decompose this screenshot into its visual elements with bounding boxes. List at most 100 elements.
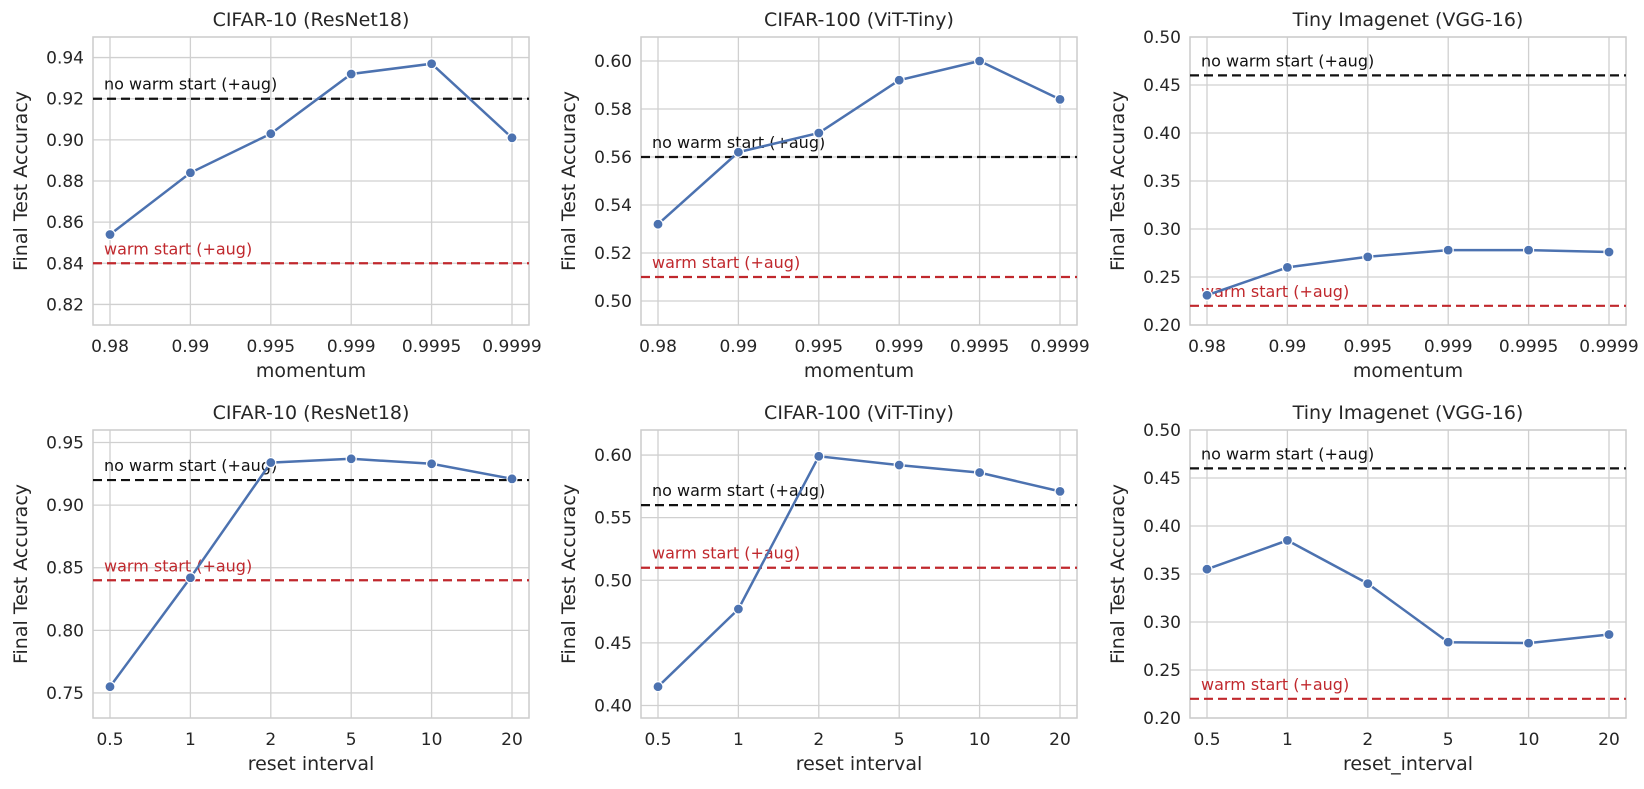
x-tick-label: 5 [346,730,357,750]
y-tick-label: 0.45 [594,634,632,654]
y-tick-label: 0.88 [46,172,84,192]
y-tick-label: 0.40 [1143,124,1181,144]
data-point [426,58,438,70]
warm-start-label: warm start (+aug) [652,544,800,563]
y-tick-label: 0.80 [46,621,84,641]
warm-start-label: warm start (+aug) [1201,675,1349,694]
no-warm-start-label: no warm start (+aug) [104,456,277,475]
plot-frame [1189,36,1627,326]
y-axis-label: Final Test Accuracy [558,484,580,664]
x-tick-label: 1 [733,730,744,750]
y-tick-label: 0.25 [1143,661,1181,681]
x-tick-label: 0.5 [1193,730,1220,750]
y-axis-label: Final Test Accuracy [1107,484,1129,664]
x-tick-label: 10 [421,730,443,750]
chart-panel-1: 0.82 0.84 0.86 0.88 0.90 0.92 0.94 0.98 0.99 0.99… [10,9,542,382]
plot-frame [92,36,530,326]
x-tick-label: 10 [969,730,991,750]
plot-frame [640,429,1078,719]
x-tick-label: 0.99 [1268,337,1306,357]
data-point [1603,628,1615,641]
no-warm-start-label: no warm start (+aug) [104,75,277,94]
data-point [1442,636,1454,648]
y-tick-label: 0.60 [594,446,632,466]
x-tick-label: 0.995 [246,337,295,357]
x-axis-label: momentum [256,360,366,382]
no-warm-start-label: no warm start (+aug) [1201,444,1374,463]
chart-title: CIFAR-100 (ViT-Tiny) [764,402,954,424]
plot-frame [1189,429,1627,719]
chart-panel-3: 0.20 0.25 0.30 0.35 0.40 0.45 0.50 0.98 0.99 0.99… [1107,9,1639,382]
y-tick-label: 0.50 [594,571,632,591]
x-tick-label: 0.9995 [402,337,461,357]
x-tick-label: 1 [185,730,196,750]
x-tick-label: 0.9999 [1030,337,1089,357]
y-tick-label: 0.20 [1143,316,1181,336]
chart-title: Tiny Imagenet (VGG-16) [1292,402,1524,424]
y-tick-label: 0.52 [594,244,632,264]
y-axis-label: Final Test Accuracy [10,91,32,271]
x-axis-label: reset interval [796,753,923,775]
data-point [973,466,986,479]
chart-title: CIFAR-100 (ViT-Tiny) [764,9,954,31]
data-point [345,68,357,80]
chart-title: CIFAR-10 (ResNet18) [213,402,410,424]
chart-panel-4: 0.75 0.80 0.85 0.90 0.95 0.5 1 2 5 10 20 no warm st… [10,402,530,775]
no-warm-start-label: no warm start (+aug) [652,481,825,500]
y-tick-label: 0.45 [1143,76,1181,96]
data-point [652,218,664,230]
x-tick-label: 0.98 [639,337,677,357]
x-tick-label: 0.5 [96,730,123,750]
x-tick-label: 2 [265,730,276,750]
data-point [506,473,518,485]
data-point [1362,577,1374,590]
y-tick-label: 0.85 [46,559,84,579]
chart-title: CIFAR-10 (ResNet18) [213,9,410,31]
data-point [1522,244,1535,256]
series-line [657,454,1061,688]
y-tick-label: 0.90 [46,131,84,151]
x-tick-label: 0.98 [91,337,129,357]
warm-start-label: warm start (+aug) [1201,282,1349,301]
y-tick-label: 0.45 [1143,469,1181,489]
series-line [1206,539,1610,645]
data-point [265,456,277,469]
y-tick-label: 0.40 [1143,517,1181,537]
x-axis-label: reset interval [248,753,375,775]
x-axis-label: momentum [804,360,914,382]
data-point [1522,637,1535,649]
data-point [1201,289,1213,301]
y-tick-label: 0.50 [594,292,632,312]
x-tick-label: 0.9995 [950,337,1009,357]
y-tick-label: 0.94 [46,49,84,69]
y-tick-label: 0.55 [594,509,632,529]
x-axis-label: reset_interval [1343,753,1473,775]
data-point [265,128,277,140]
y-axis-label: Final Test Accuracy [558,91,580,271]
x-tick-label: 0.5 [644,730,671,750]
no-warm-start-label: no warm start (+aug) [652,133,825,152]
x-tick-label: 2 [813,730,824,750]
x-tick-label: 20 [1049,730,1071,750]
y-tick-label: 0.90 [46,496,84,516]
x-tick-label: 0.995 [794,337,843,357]
y-axis-label: Final Test Accuracy [1107,91,1129,271]
no-warm-start-label: no warm start (+aug) [1201,51,1374,70]
y-tick-label: 0.20 [1143,709,1181,729]
y-tick-label: 0.95 [46,434,84,454]
chart-panel-6: 0.20 0.25 0.30 0.35 0.40 0.45 0.50 0.5 1 2 5 10 20 no… [1107,402,1627,775]
x-tick-label: 0.98 [1188,337,1226,357]
data-point [1442,244,1454,256]
data-point [1054,485,1066,497]
y-tick-label: 0.60 [594,52,632,72]
y-tick-label: 0.82 [46,295,84,315]
y-tick-label: 0.40 [594,696,632,716]
x-tick-label: 2 [1362,730,1373,750]
x-tick-label: 0.9995 [1499,337,1558,357]
y-tick-label: 0.75 [46,684,84,704]
data-point [652,681,664,693]
warm-start-label: warm start (+aug) [652,253,800,272]
y-tick-label: 0.50 [1143,28,1181,48]
data-point [184,167,196,179]
data-point [973,55,986,67]
